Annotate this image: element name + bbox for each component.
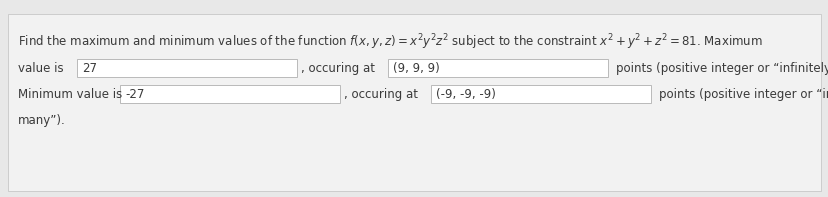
Text: Find the maximum and minimum values of the function $f(x, y, z) = x^2y^2z^2$ sub: Find the maximum and minimum values of t… bbox=[18, 32, 762, 52]
Text: Minimum value is: Minimum value is bbox=[18, 88, 122, 101]
Text: 27: 27 bbox=[82, 62, 97, 75]
FancyBboxPatch shape bbox=[388, 59, 607, 77]
Text: value is: value is bbox=[18, 62, 64, 75]
Text: , occuring at: , occuring at bbox=[344, 88, 417, 101]
Text: points (positive integer or “infinitely many”).: points (positive integer or “infinitely … bbox=[615, 62, 828, 75]
FancyBboxPatch shape bbox=[431, 85, 650, 103]
Text: many”).: many”). bbox=[18, 114, 65, 127]
Text: (-9, -9, -9): (-9, -9, -9) bbox=[436, 88, 495, 101]
Text: , occuring at: , occuring at bbox=[301, 62, 374, 75]
FancyBboxPatch shape bbox=[77, 59, 296, 77]
Text: (9, 9, 9): (9, 9, 9) bbox=[392, 62, 439, 75]
Text: -27: -27 bbox=[125, 88, 144, 101]
Text: points (positive integer or “infinitely: points (positive integer or “infinitely bbox=[658, 88, 828, 101]
FancyBboxPatch shape bbox=[120, 85, 339, 103]
